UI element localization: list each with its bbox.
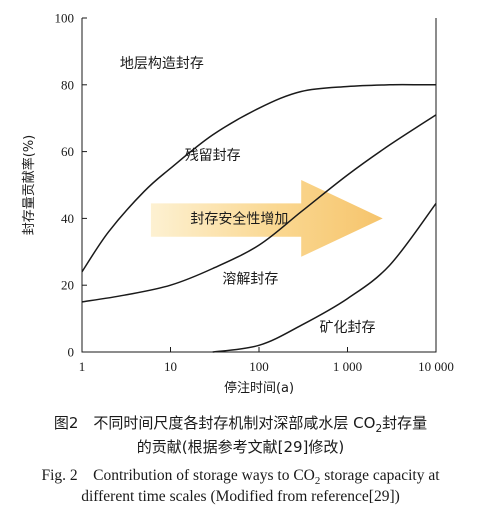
caption-en-line1-sub: 2 [314,475,321,488]
caption-cn-line1: 图2 不同时间尺度各封存机制对深部咸水层 CO2封存量 [0,412,481,435]
caption-cn-line1-sub: 2 [375,423,383,435]
caption-en-line1: Fig. 2 Contribution of storage ways to C… [0,463,481,487]
x-tick-label: 1 000 [333,359,362,374]
region-label-2: 残留封存 [185,148,241,164]
safety-increase-arrow [150,180,383,257]
y-tick-label: 60 [61,144,74,159]
x-tick-label: 1 [79,359,86,374]
region-label-4: 矿化封存 [320,320,376,336]
chart: 0 20 40 60 80 100 1 10 100 1 000 10 000 地层构造封存残留封存… [21,11,454,397]
x-axis-label: 停注时间(a) [224,380,294,396]
caption-en-line1-part1: Fig. 2 Contribution of storage ways to C… [41,467,315,484]
y-tick-label: 100 [55,11,75,26]
boundary-curve-2 [81,114,437,303]
region-label-3: 溶解封存 [222,272,278,288]
y-axis-label: 封存量贡献率(%) [21,135,37,236]
caption-cn-line1-part1: 图2 不同时间尺度各封存机制对深部咸水层 CO [53,414,376,432]
y-tick-label: 80 [61,77,74,92]
ticks: 0 20 40 60 80 100 1 10 100 1 000 10 000 [55,11,454,375]
x-tick-label: 10 000 [418,359,454,374]
caption-en-line2: different time scales (Modified from ref… [81,488,400,505]
x-tick-label: 10 [164,359,177,374]
y-tick-label: 40 [61,211,74,226]
y-tick-label: 0 [68,345,75,360]
caption-cn-line1-part2: 封存量 [382,414,428,432]
x-tick-label: 100 [249,359,269,374]
boundary-curve-3 [212,202,437,353]
arrow-label: 封存安全性增加 [190,210,288,227]
caption-cn-line2: 的贡献(根据参考文献[29]修改) [136,438,345,456]
boundary-curve-1 [81,83,436,273]
boundary-curves [81,83,437,353]
caption-en-line1-part2: storage capacity at [320,467,440,484]
region-label-1: 地层构造封存 [120,56,204,72]
y-tick-label: 20 [61,278,74,293]
